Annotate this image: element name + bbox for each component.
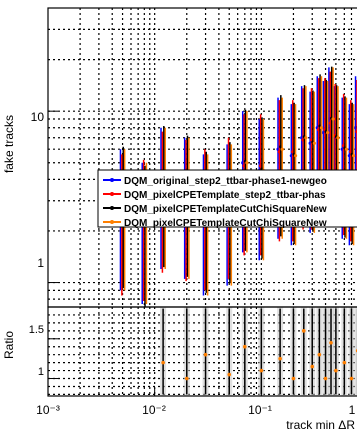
ratio-uncertainty-band — [354, 307, 357, 396]
legend-label-2: DQM_pixelCPETemplateCutChiSquareNew — [124, 204, 327, 215]
x-axis-label: track min ΔR — [286, 418, 355, 432]
ratio-point — [259, 368, 264, 373]
ratio-point — [349, 376, 354, 381]
ratio-point — [334, 368, 338, 373]
ratio-point — [161, 360, 165, 365]
ratio-point — [243, 344, 247, 349]
legend: DQM_original_step2_ttbar-phase1-newgeo D… — [97, 169, 357, 229]
data-point-series-3 — [331, 117, 335, 121]
data-point-series-3 — [304, 136, 308, 140]
data-point-series-3 — [293, 154, 298, 158]
main-ytick-label-10: 10 — [31, 110, 45, 124]
legend-marker-3 — [110, 220, 114, 224]
legend-marker-1 — [110, 192, 114, 196]
legend-box — [97, 169, 357, 228]
data-point-series-3 — [312, 141, 316, 145]
data-point-series-3 — [351, 154, 356, 158]
ratio-point — [184, 376, 189, 381]
data-point-series-3 — [326, 130, 330, 135]
ratio-point — [342, 360, 347, 365]
legend-marker-0 — [110, 178, 114, 182]
legend-label-0: DQM_original_step2_ttbar-phase1-newgeo — [124, 176, 327, 187]
ratio-point — [227, 372, 232, 377]
ratio-point — [203, 352, 208, 357]
xtick-label-1e-2: 10⁻² — [142, 403, 166, 417]
ratio-series-layer — [160, 307, 357, 396]
xtick-label-1e-1: 10⁻¹ — [248, 403, 272, 417]
legend-label-1: DQM_pixelCPETemplate_step2_ttbar-phas — [124, 190, 326, 201]
ratio-point — [310, 364, 315, 369]
ratio-point — [317, 352, 322, 357]
axis-ticks — [47, 110, 262, 396]
data-point-series-3 — [336, 136, 340, 140]
ratio-point — [329, 340, 333, 345]
ratio-y-axis-label: Ratio — [2, 331, 16, 359]
xtick-label-1e-3: 10⁻³ — [36, 403, 60, 417]
ratio-point — [291, 376, 296, 381]
ratio-plot-frame — [47, 306, 357, 397]
ratio-point — [323, 376, 328, 381]
main-y-axis-label: fake tracks — [2, 115, 16, 173]
data-point-series-3 — [245, 161, 249, 165]
data-point-series-3 — [319, 126, 324, 130]
legend-label-3: DQM_pixelCPETemplateCutChiSquareNew — [124, 218, 327, 229]
ratio-point — [301, 329, 306, 333]
xtick-label-1: 1 — [349, 403, 356, 417]
ratio-ytick-label-1: 1 — [38, 366, 44, 378]
legend-marker-2 — [110, 206, 114, 210]
main-ytick-label-1: 1 — [37, 256, 44, 270]
ratio-point — [278, 356, 282, 361]
data-point-series-3 — [344, 147, 349, 151]
ratio-ytick-label-1.5: 1.5 — [29, 324, 44, 336]
data-point-series-3 — [280, 147, 284, 151]
